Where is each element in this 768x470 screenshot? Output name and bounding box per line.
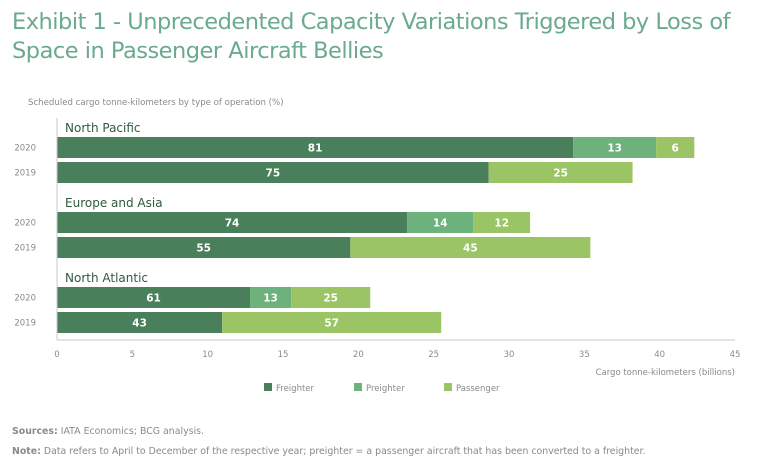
bar-segment-freighter — [57, 212, 408, 233]
bar-segment-passenger — [350, 237, 591, 258]
bar-segment-passenger — [656, 137, 695, 158]
legend-swatch-passenger — [444, 383, 452, 391]
bar-segment-freighter — [57, 137, 574, 158]
x-tick-label: 45 — [730, 350, 741, 360]
data-label: 43 — [132, 318, 147, 330]
bar-segment-passenger — [488, 162, 633, 183]
group-label: North Atlantic — [65, 271, 148, 285]
chart-title-line-1: Exhibit 1 - Unprecedented Capacity Varia… — [12, 9, 731, 35]
x-axis-title: Cargo tonne-kilometers (billions) — [596, 368, 735, 378]
year-label: 2020 — [14, 144, 36, 154]
data-label: 12 — [494, 218, 509, 230]
x-tick-label: 35 — [579, 350, 590, 360]
x-tick-label: 30 — [504, 350, 515, 360]
x-tick-label: 0 — [54, 350, 59, 360]
bar-segment-preighter — [407, 212, 474, 233]
chart-title: Exhibit 1 - Unprecedented Capacity Varia… — [12, 8, 762, 66]
data-label: 57 — [324, 318, 339, 330]
sources-note: Sources: IATA Economics; BCG analysis. — [12, 426, 204, 437]
bar-segment-preighter — [573, 137, 657, 158]
bar-segment-passenger — [473, 212, 531, 233]
note-label: Note: — [12, 446, 41, 457]
legend-label-freighter: Freighter — [276, 384, 315, 394]
x-tick-label: 20 — [353, 350, 364, 360]
data-label: 13 — [607, 143, 622, 155]
year-label: 2019 — [14, 244, 36, 254]
data-label: 6 — [672, 143, 679, 155]
chart-title-line-2: Space in Passenger Aircraft Bellies — [12, 38, 384, 64]
group-label: Europe and Asia — [65, 196, 163, 210]
x-tick-label: 5 — [130, 350, 135, 360]
data-label: 14 — [433, 218, 448, 230]
data-label: 25 — [553, 168, 568, 180]
bar-segment-freighter — [57, 237, 351, 258]
note-text: Data refers to April to December of the … — [40, 446, 646, 457]
x-tick-label: 40 — [654, 350, 665, 360]
year-label: 2019 — [14, 319, 36, 329]
x-tick-label: 25 — [428, 350, 439, 360]
legend-swatch-freighter — [264, 383, 272, 391]
data-label: 45 — [463, 243, 478, 255]
legend-label-preighter: Preighter — [366, 384, 405, 394]
data-label: 74 — [225, 218, 240, 230]
bar-segment-freighter — [57, 287, 251, 308]
group-label: North Pacific — [65, 121, 141, 135]
bar-segment-freighter — [57, 162, 489, 183]
data-label: 25 — [323, 293, 338, 305]
year-label: 2020 — [14, 294, 36, 304]
data-label: 61 — [146, 293, 161, 305]
legend-swatch-preighter — [354, 383, 362, 391]
data-label: 13 — [263, 293, 278, 305]
data-label: 81 — [308, 143, 323, 155]
bar-segment-passenger — [222, 312, 442, 333]
legend-label-passenger: Passenger — [456, 384, 500, 394]
sources-text: IATA Economics; BCG analysis. — [57, 426, 204, 437]
x-tick-label: 15 — [278, 350, 289, 360]
bar-segment-passenger — [291, 287, 371, 308]
x-tick-label: 10 — [202, 350, 213, 360]
chart-subtitle: Scheduled cargo tonne-kilometers by type… — [28, 98, 284, 108]
footnote: Note: Data refers to April to December o… — [12, 446, 645, 457]
bar-segment-freighter — [57, 312, 223, 333]
bar-segment-preighter — [250, 287, 292, 308]
year-label: 2020 — [14, 219, 36, 229]
data-label: 55 — [196, 243, 211, 255]
sources-label: Sources: — [12, 426, 58, 437]
data-label: 75 — [266, 168, 281, 180]
year-label: 2019 — [14, 169, 36, 179]
